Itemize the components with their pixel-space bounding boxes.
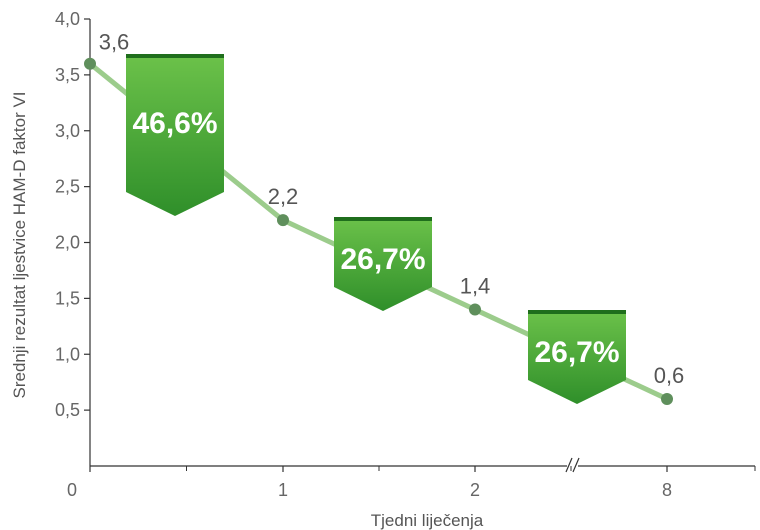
x-tick-label: 8 — [662, 480, 672, 500]
data-label: 0,6 — [654, 363, 685, 388]
x-tick-label: 1 — [278, 480, 288, 500]
percent-drop-badge: 26,7% — [334, 217, 432, 311]
x-axis-break-mark — [565, 457, 573, 473]
y-axis-title: Srednji rezultat ljestvice HAM-D faktor … — [10, 91, 29, 398]
y-tick-label: 3,0 — [55, 121, 80, 141]
y-tick-label: 4,0 — [55, 9, 80, 29]
y-tick-label: 1,0 — [55, 344, 80, 364]
badge-top-edge — [334, 217, 432, 221]
badge-arrow-shape — [126, 54, 224, 216]
badge-arrow-shape — [334, 217, 432, 311]
x-tick-label: 0 — [67, 480, 77, 500]
badge-label: 26,7% — [340, 243, 425, 276]
y-tick-label: 0,5 — [55, 400, 80, 420]
y-tick-label: 3,5 — [55, 65, 80, 85]
badge-top-edge — [528, 310, 626, 314]
data-point — [661, 392, 673, 405]
badge-top-edge — [126, 54, 224, 58]
data-point — [277, 214, 289, 227]
badge-arrow-shape — [528, 310, 626, 404]
percent-drop-badge: 26,7% — [528, 310, 626, 404]
data-point — [469, 303, 481, 316]
data-label: 1,4 — [460, 274, 491, 299]
data-label: 2,2 — [268, 184, 299, 209]
y-tick-label: 2,0 — [55, 233, 80, 253]
badge-label: 26,7% — [534, 336, 619, 369]
x-tick-label: 2 — [470, 480, 480, 500]
badge-label: 46,6% — [132, 107, 217, 140]
y-tick-label: 1,5 — [55, 288, 80, 308]
x-axis-title: Tjedni liječenja — [371, 511, 484, 530]
x-axis-break-mark — [572, 457, 580, 473]
y-tick-label: 2,5 — [55, 177, 80, 197]
data-label: 3,6 — [99, 30, 130, 55]
percent-drop-badge: 46,6% — [126, 54, 224, 216]
data-point — [84, 57, 96, 70]
